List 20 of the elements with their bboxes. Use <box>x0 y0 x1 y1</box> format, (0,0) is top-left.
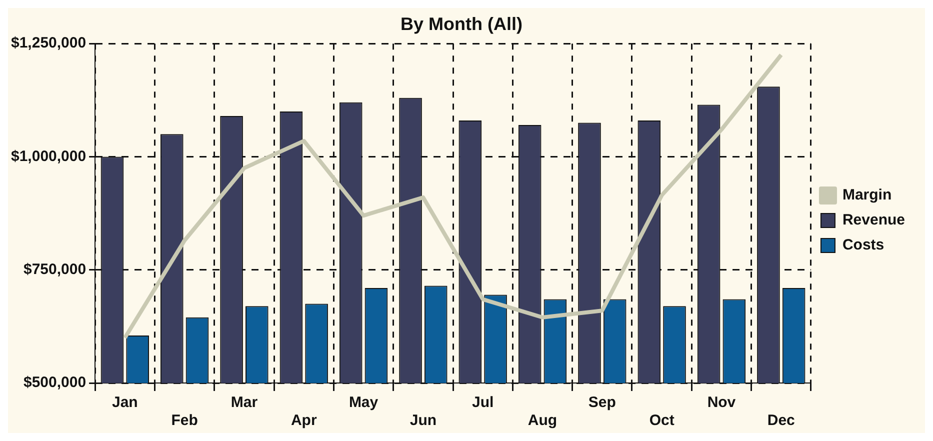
x-tick-label: Apr <box>290 412 317 430</box>
y-tick-label: $750,000 <box>23 261 86 278</box>
x-tick-label: Dec <box>767 412 795 430</box>
x-tick-label: Oct <box>649 412 674 430</box>
x-tick-label: Nov <box>707 394 736 412</box>
chart-title: By Month (All) <box>400 14 522 34</box>
legend-label: Costs <box>842 236 884 254</box>
y-tick-label: $1,000,000 <box>10 148 86 165</box>
x-tick-label: Mar <box>230 394 258 412</box>
y-tick-label: $500,000 <box>23 374 86 392</box>
x-tick-label: Jul <box>472 394 494 412</box>
x-tick-label: Jan <box>112 394 138 412</box>
x-tick-label: May <box>348 394 379 412</box>
legend-label: Revenue <box>842 212 906 229</box>
x-tick-label: Jun <box>410 412 437 430</box>
legend-label: Margin <box>842 186 892 204</box>
x-tick-label: Feb <box>171 412 198 430</box>
x-tick-label: Sep <box>588 394 616 412</box>
x-tick-label: Aug <box>528 412 558 430</box>
y-tick-label: $1,250,000 <box>10 34 86 52</box>
